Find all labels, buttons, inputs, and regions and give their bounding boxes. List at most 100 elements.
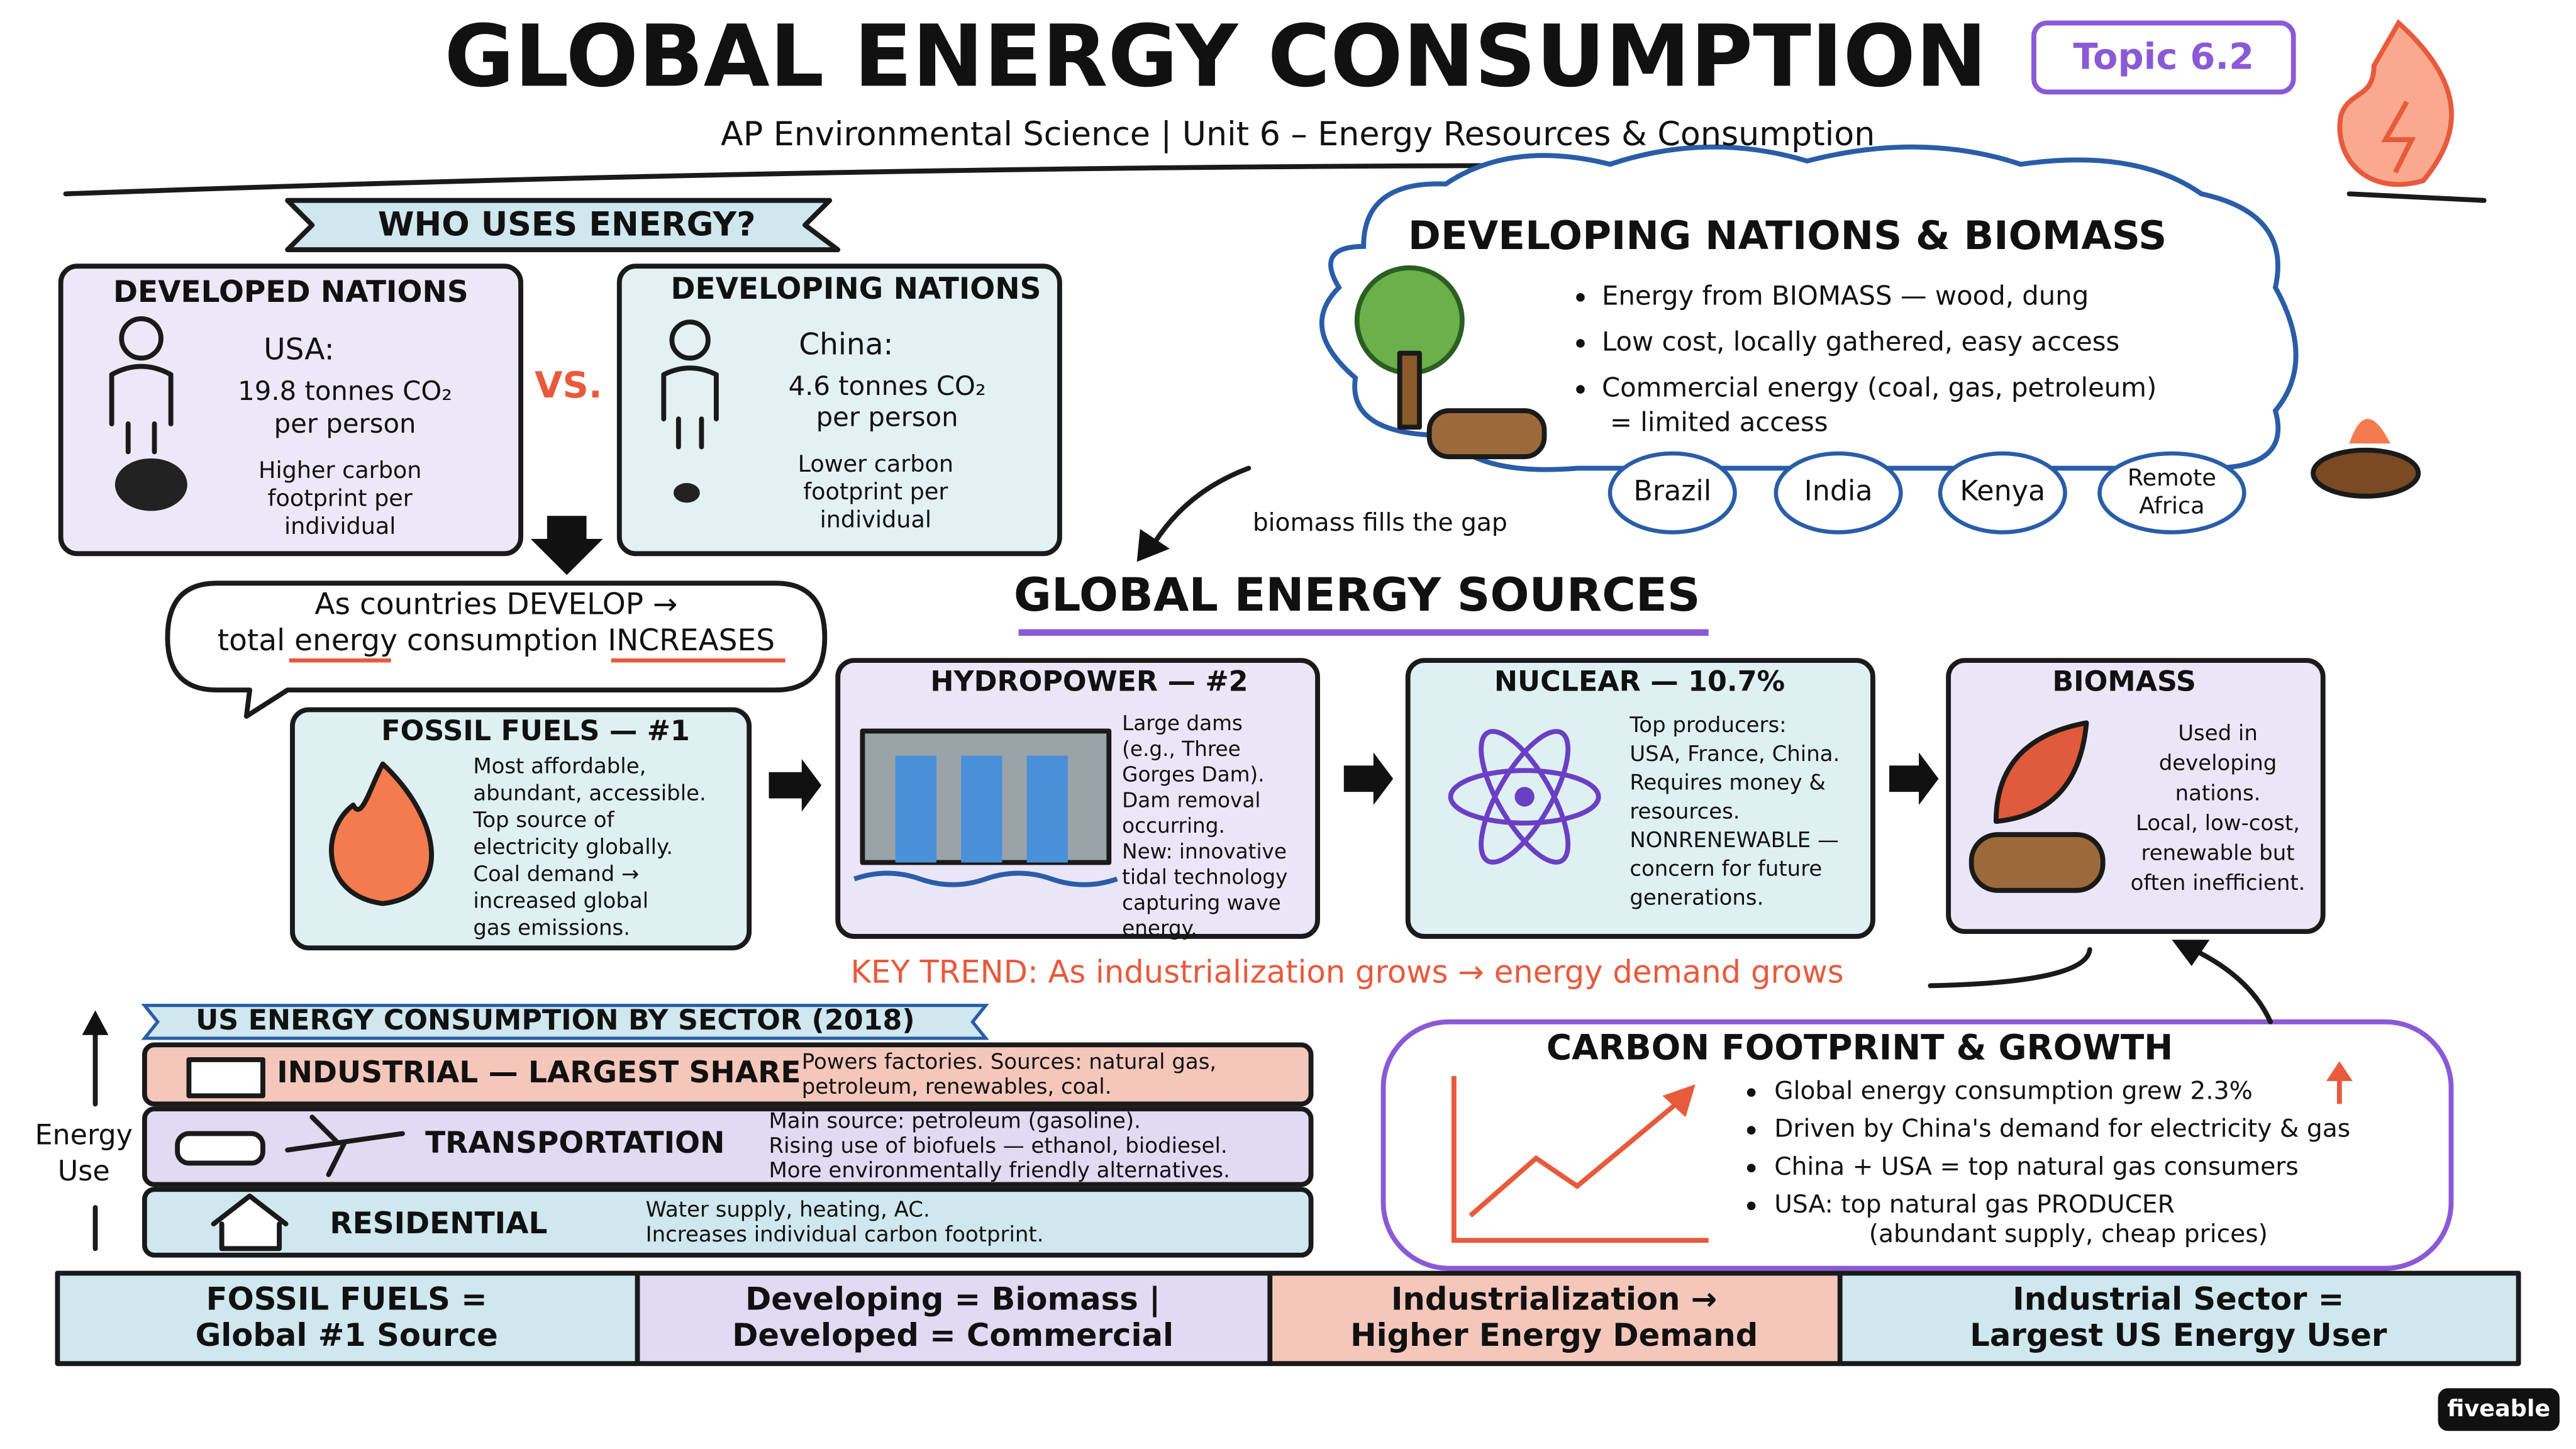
card-text: nations. xyxy=(2175,780,2261,806)
person-icon xyxy=(661,365,719,450)
bullet-text: (abundant supply, cheap prices) xyxy=(1869,1220,2268,1248)
card-text: Gorges Dam). xyxy=(1122,763,1264,787)
box-title: DEVELOPED NATIONS xyxy=(113,275,469,309)
dam-icon xyxy=(961,755,1002,863)
summary-text: Developed = Commercial xyxy=(732,1317,1174,1353)
region-label: Kenya xyxy=(1960,475,2045,508)
box-title: DEVELOPING NATIONS & BIOMASS xyxy=(1408,213,2167,258)
bullet-text: = limited access xyxy=(1610,406,1828,437)
bullet xyxy=(1746,1201,1756,1211)
card-text: occurring. xyxy=(1122,814,1225,838)
atom-icon xyxy=(1448,768,1601,826)
sector-text: Rising use of biofuels — ethanol, biodie… xyxy=(769,1133,1228,1158)
arrow-head xyxy=(2172,940,2210,966)
sector-text: More environmentally friendly alternativ… xyxy=(769,1158,1230,1183)
key-trend: KEY TREND: As industrialization grows → … xyxy=(851,954,1844,991)
card-text: developing xyxy=(2159,751,2277,776)
sector-text: Main source: petroleum (gasoline). xyxy=(769,1109,1141,1134)
arrow xyxy=(769,758,822,812)
box-title: DEVELOPING NATIONS xyxy=(670,272,1041,306)
summary-text: Largest US Energy User xyxy=(1970,1317,2387,1353)
label: 4.6 tonnes CO₂ xyxy=(789,370,986,401)
card-title: HYDROPOWER — #2 xyxy=(930,666,1248,698)
summary-cell xyxy=(57,1273,638,1364)
developing-box xyxy=(616,264,1062,557)
summary-text: FOSSIL FUELS = xyxy=(206,1280,487,1317)
log-icon xyxy=(1968,832,2106,893)
chart-icon xyxy=(1662,1084,1696,1118)
sector-name: INDUSTRIAL — LARGEST SHARE xyxy=(277,1055,801,1090)
card-text: electricity globally. xyxy=(473,835,673,860)
card-text: Top producers: xyxy=(1629,713,1786,738)
section-title: GLOBAL ENERGY SOURCES xyxy=(1014,569,1701,622)
bullet xyxy=(1576,293,1585,302)
title-underline xyxy=(2346,191,2487,203)
label: individual xyxy=(284,513,396,540)
card-text: often inefficient. xyxy=(2131,870,2306,896)
axis-arrow-head xyxy=(82,1010,109,1035)
sector-row xyxy=(142,1042,1314,1107)
card-text: Coal demand → xyxy=(473,862,639,887)
plane-icon xyxy=(285,1114,405,1177)
footprint-icon xyxy=(114,458,187,511)
speech-bubble xyxy=(165,580,828,719)
label: per person xyxy=(816,402,958,433)
fire-icon xyxy=(2337,19,2454,187)
chart-icon xyxy=(1468,1095,1686,1218)
section-banner xyxy=(285,197,841,252)
card-text: generations. xyxy=(1629,885,1763,910)
atom-icon xyxy=(1514,787,1535,807)
sector-name: TRANSPORTATION xyxy=(425,1126,724,1160)
label: footprint per xyxy=(268,485,413,512)
carbon-box xyxy=(1380,1019,2454,1271)
dung-icon xyxy=(2311,447,2421,499)
summary-frame xyxy=(55,1270,2521,1367)
footprint-icon xyxy=(674,483,700,503)
card-text: concern for future xyxy=(1629,857,1822,882)
summary-cell xyxy=(1270,1273,1840,1364)
atom-icon xyxy=(1479,729,1571,865)
logs-icon xyxy=(1426,408,1547,460)
card-text: Most affordable, xyxy=(473,753,646,779)
country: China: xyxy=(799,328,893,362)
sector-name: RESIDENTIAL xyxy=(330,1206,547,1241)
card-text: capturing wave xyxy=(1122,891,1281,914)
section-banner xyxy=(141,1004,989,1040)
wave-icon xyxy=(853,870,1118,887)
region-label: Brazil xyxy=(1633,475,1711,508)
car-icon xyxy=(175,1131,265,1166)
card-text: (e.g., Three xyxy=(1122,737,1241,761)
subtitle: AP Environmental Science | Unit 6 – Ener… xyxy=(721,116,1875,153)
card-text: gas emissions. xyxy=(473,915,630,940)
label: individual xyxy=(820,506,931,533)
cloud xyxy=(1319,144,2299,472)
person-icon xyxy=(119,316,164,361)
region-label: Africa xyxy=(2139,492,2204,519)
bullet xyxy=(1576,339,1585,348)
card-text: tidal technology xyxy=(1122,865,1287,889)
card-title: FOSSIL FUELS — #1 xyxy=(381,715,690,747)
country: USA: xyxy=(264,333,334,367)
trend-line xyxy=(1928,947,2092,989)
region-tag xyxy=(1938,451,2067,535)
arrow xyxy=(1343,752,1394,805)
summary-cell xyxy=(637,1273,1270,1364)
label: footprint per xyxy=(803,478,948,505)
brand: fiveable xyxy=(2447,1395,2550,1422)
summary-text: Industrial Sector = xyxy=(2012,1280,2344,1317)
card-title: NUCLEAR — 10.7% xyxy=(1494,666,1785,698)
person-icon xyxy=(109,364,174,455)
sector-row xyxy=(142,1106,1314,1187)
summary-divider xyxy=(635,1270,1843,1367)
bullet xyxy=(1746,1088,1756,1097)
sector-text: Water supply, heating, AC. xyxy=(646,1197,930,1223)
arrow xyxy=(1889,752,1939,805)
atom-icon xyxy=(1479,729,1571,865)
bullet-text: USA: top natural gas PRODUCER xyxy=(1774,1191,2175,1219)
arrow xyxy=(2190,947,2273,1024)
card-text: renewable but xyxy=(2141,840,2295,865)
section-title: US ENERGY CONSUMPTION BY SECTOR (2018) xyxy=(196,1004,914,1036)
brand-badge xyxy=(2438,1388,2560,1431)
